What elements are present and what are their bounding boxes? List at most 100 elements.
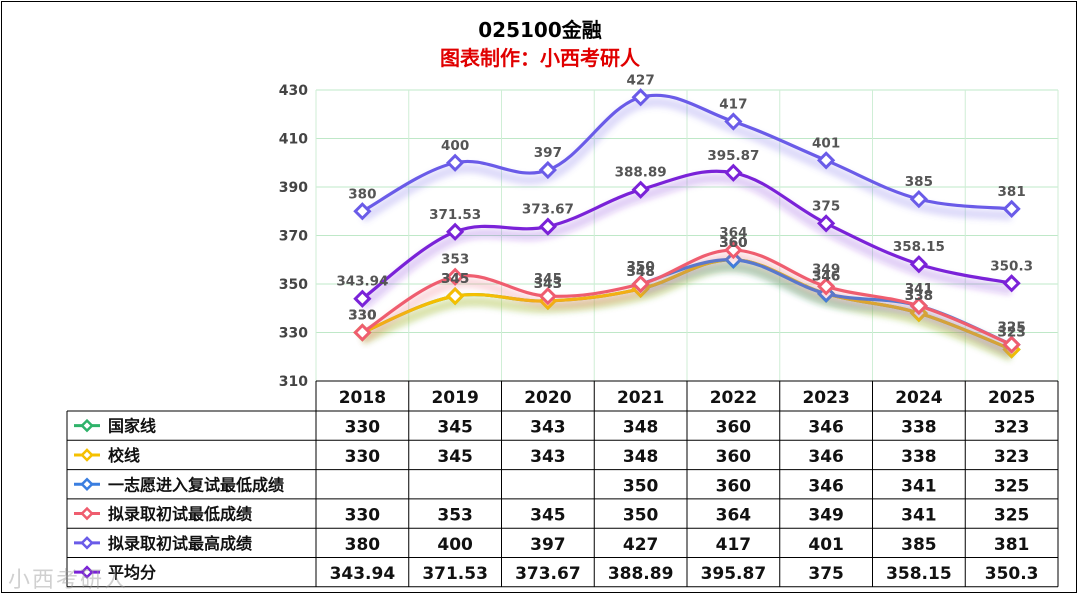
data-point-marker <box>724 163 743 182</box>
legend-label: 平均分 <box>108 563 156 582</box>
legend-label: 国家线 <box>108 417 156 436</box>
x-tick-label: 2019 <box>431 388 478 408</box>
data-point-marker <box>631 180 650 199</box>
table-cell: 345 <box>437 418 473 438</box>
data-point-marker <box>1002 199 1021 218</box>
y-tick-label: 310 <box>279 374 308 390</box>
data-label: 323 <box>998 324 1026 340</box>
series-line <box>361 93 1012 213</box>
data-label: 427 <box>627 72 655 88</box>
data-point-marker <box>631 88 650 107</box>
data-label: 330 <box>348 308 376 324</box>
table-cell: 360 <box>716 447 752 467</box>
table-cell: 325 <box>994 476 1030 496</box>
x-tick-label: 2020 <box>524 388 571 408</box>
legend-key-marker <box>80 536 94 550</box>
table-cell: 338 <box>901 418 937 438</box>
data-label: 330 <box>348 308 376 324</box>
y-tick-label: 370 <box>279 229 308 245</box>
data-point-marker <box>446 222 465 241</box>
data-point-marker <box>909 296 928 315</box>
legend-label: 一志愿进入复试最低成绩 <box>108 475 284 494</box>
table-cell: 343 <box>530 418 566 438</box>
table-cell: 325 <box>994 506 1030 526</box>
table-cell: 427 <box>623 535 659 555</box>
data-table: 2018 2019 2020 2021 2022 2023 2024 2025 国家线 330 34… <box>66 380 1059 588</box>
table-cell: 346 <box>808 418 844 438</box>
table-cell: 350 <box>623 476 659 496</box>
watermark: 小西考研人 <box>8 568 129 593</box>
data-label: 373.67 <box>522 202 574 218</box>
x-tick-label: 2025 <box>988 388 1035 408</box>
table-cell: 401 <box>808 535 844 555</box>
data-label: 360 <box>719 235 747 251</box>
table-cell: 341 <box>901 476 937 496</box>
table-cell: 417 <box>716 535 752 555</box>
data-point-marker <box>353 202 372 221</box>
data-label: 397 <box>534 145 562 161</box>
table-cell: 388.89 <box>608 564 674 584</box>
data-label: 346 <box>812 269 840 285</box>
data-label: 345 <box>534 271 562 287</box>
data-label: 345 <box>441 271 469 287</box>
data-point-marker <box>1002 335 1021 354</box>
data-label: 345 <box>441 271 469 287</box>
data-label: 338 <box>905 288 933 304</box>
legend-key-marker <box>80 477 94 492</box>
data-label: 343.94 <box>336 274 388 290</box>
data-label: 381 <box>998 184 1026 200</box>
data-label: 364 <box>719 225 747 241</box>
data-point-marker <box>724 112 743 131</box>
data-label: 360 <box>719 235 747 251</box>
table-cell: 330 <box>345 447 381 467</box>
data-label: 349 <box>812 261 840 277</box>
table-cell: 350 <box>623 506 659 526</box>
data-label: 395.87 <box>707 148 759 164</box>
table-cell: 360 <box>716 418 752 438</box>
table-cell: 330 <box>345 418 381 438</box>
data-label: 348 <box>627 264 655 280</box>
data-label: 401 <box>812 135 840 151</box>
data-point-marker <box>538 160 557 180</box>
data-label: 353 <box>441 252 469 268</box>
x-tick-label: 2018 <box>339 388 386 408</box>
table-cell: 397 <box>530 535 566 555</box>
data-label: 343 <box>534 276 562 292</box>
series-glow <box>359 173 1013 310</box>
data-point-marker <box>817 214 836 233</box>
data-label: 360 <box>719 235 747 251</box>
data-point-marker <box>909 190 928 209</box>
data-label: 388.89 <box>615 165 667 181</box>
table-cell: 343.94 <box>330 564 396 584</box>
data-label: 375 <box>812 198 840 214</box>
data-point-marker <box>446 153 465 172</box>
data-label: 380 <box>348 186 376 202</box>
series-line <box>361 169 1012 300</box>
data-label: 325 <box>998 320 1026 336</box>
table-cell: 341 <box>901 506 937 526</box>
table-cell: 375 <box>808 564 844 584</box>
data-label: 323 <box>998 324 1026 340</box>
table-cell: 346 <box>808 447 844 467</box>
table-cell: 395.87 <box>701 564 767 584</box>
data-point-marker <box>353 323 372 342</box>
data-label: 385 <box>905 174 933 190</box>
x-tick-label: 2021 <box>617 388 664 408</box>
legend-key-marker <box>80 418 94 433</box>
table-cell: 323 <box>994 447 1030 467</box>
gridlines <box>315 89 1059 382</box>
data-label: 350 <box>627 259 655 275</box>
legend-label: 校线 <box>108 446 140 465</box>
data-label: 350 <box>627 259 655 275</box>
data-label: 358.15 <box>893 239 945 255</box>
data-point-marker <box>1002 274 1021 293</box>
table-cell: 346 <box>808 476 844 496</box>
table-cell: 360 <box>716 476 752 496</box>
y-tick-label: 430 <box>279 83 308 99</box>
series-layer <box>353 88 1021 362</box>
table-cell: 358.15 <box>886 564 952 584</box>
x-tick-label: 2023 <box>802 388 849 408</box>
table-cell: 364 <box>716 506 752 526</box>
